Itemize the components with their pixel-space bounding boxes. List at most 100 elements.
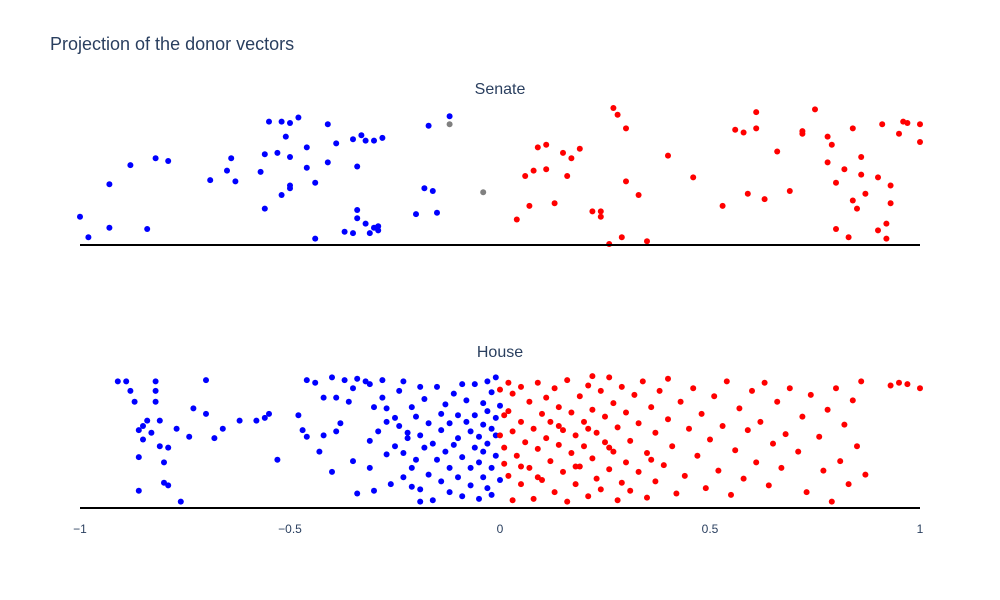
house-democrat-point bbox=[186, 433, 193, 440]
senate-republican-point bbox=[522, 173, 529, 179]
house-republican-point bbox=[597, 486, 604, 493]
house-republican-point bbox=[858, 378, 865, 385]
house-democrat-point bbox=[438, 478, 445, 485]
house-democrat-point bbox=[350, 458, 356, 465]
house-republican-point bbox=[572, 481, 579, 488]
house-republican-point bbox=[660, 462, 667, 469]
house-democrat-point bbox=[261, 414, 268, 421]
senate-republican-point bbox=[858, 171, 865, 178]
senate-democrat-point bbox=[434, 209, 440, 216]
senate-republican-point bbox=[618, 234, 625, 241]
senate-republican-point bbox=[690, 174, 697, 181]
house-democrat-point bbox=[383, 451, 390, 458]
house-democrat-point bbox=[417, 383, 424, 390]
house-republican-point bbox=[648, 404, 655, 411]
house-republican-point bbox=[576, 463, 583, 470]
house-republican-point bbox=[618, 383, 625, 390]
house-republican-point bbox=[589, 406, 596, 413]
x-axis-ticks: −1 −0.5 0 0.5 1 bbox=[73, 522, 924, 536]
house-democrat-point bbox=[152, 387, 159, 394]
house-democrat-point bbox=[455, 474, 461, 481]
x-tick-label: 0.5 bbox=[702, 522, 719, 536]
house-democrat-point bbox=[488, 491, 495, 498]
senate-other-point bbox=[480, 189, 487, 196]
senate-republican-point bbox=[753, 125, 760, 132]
senate-democrat-point bbox=[266, 118, 272, 125]
senate-republican-point bbox=[543, 141, 550, 148]
senate-republican-point bbox=[564, 173, 571, 179]
house-democrat-point bbox=[463, 397, 470, 404]
house-democrat-point bbox=[446, 464, 453, 471]
house-republican-point bbox=[543, 435, 550, 442]
house-democrat-point bbox=[442, 448, 449, 455]
house-democrat-point bbox=[421, 396, 428, 402]
house-republican-point bbox=[665, 375, 671, 382]
house-democrat-point bbox=[476, 433, 482, 440]
senate-republican-point bbox=[543, 166, 550, 173]
house-democrat-point bbox=[476, 495, 482, 502]
senate-democrat-point bbox=[312, 235, 319, 242]
senate-republican-point bbox=[635, 192, 642, 198]
house-democrat-point bbox=[446, 420, 453, 427]
house-democrat-point bbox=[392, 443, 398, 450]
senate-republican-point bbox=[862, 190, 869, 197]
house-democrat-point bbox=[329, 374, 335, 381]
house-democrat-point bbox=[438, 427, 445, 434]
house-democrat-point bbox=[408, 464, 415, 471]
senate-democrat-point bbox=[278, 192, 285, 198]
house-democrat-point bbox=[467, 464, 474, 471]
senate-republican-point bbox=[849, 197, 856, 204]
senate-democrat-point bbox=[362, 137, 369, 144]
house-democrat-point bbox=[135, 427, 142, 434]
senate-republican-point bbox=[644, 238, 650, 245]
house-democrat-point bbox=[396, 423, 403, 429]
house-republican-point bbox=[623, 459, 629, 466]
house-democrat-point bbox=[471, 381, 478, 388]
house-democrat-point bbox=[492, 432, 499, 439]
senate-republican-point bbox=[833, 179, 839, 186]
house-republican-point bbox=[744, 427, 751, 434]
senate-democrat-point bbox=[371, 137, 377, 144]
house-republican-point bbox=[807, 391, 814, 398]
house-democrat-point bbox=[417, 486, 424, 493]
senate-republican-point bbox=[841, 166, 848, 173]
house-democrat-point bbox=[140, 423, 146, 429]
house-democrat-point bbox=[400, 450, 407, 456]
house-democrat-point bbox=[333, 394, 340, 401]
house-democrat-point bbox=[127, 387, 134, 394]
house-democrat-point bbox=[303, 377, 310, 384]
house-democrat-point bbox=[476, 459, 482, 466]
house-democrat-point bbox=[131, 398, 138, 405]
house-democrat-point bbox=[354, 490, 361, 497]
house-republican-point bbox=[828, 498, 835, 505]
house-republican-point bbox=[518, 418, 524, 425]
senate-democrat-point bbox=[350, 136, 356, 143]
senate-republican-point bbox=[732, 126, 739, 133]
senate-republican-point bbox=[568, 155, 575, 162]
house-republican-point bbox=[606, 466, 613, 473]
house-republican-point bbox=[917, 385, 923, 392]
senate-republican-point bbox=[904, 120, 911, 126]
house-democrat-point bbox=[320, 394, 327, 401]
house-democrat-point bbox=[455, 412, 461, 419]
house-republican-point bbox=[854, 443, 860, 450]
house-republican-point bbox=[623, 409, 629, 416]
senate-democrat-point bbox=[354, 207, 361, 213]
senate-democrat-point bbox=[287, 185, 293, 192]
house-republican-point bbox=[551, 385, 558, 392]
house-democrat-point bbox=[135, 454, 142, 461]
house-republican-point bbox=[589, 373, 596, 380]
house-republican-point bbox=[673, 490, 680, 497]
house-democrat-point bbox=[329, 468, 335, 475]
senate-democrat-point bbox=[261, 151, 268, 158]
house-republican-point bbox=[518, 463, 524, 470]
house-democrat-point bbox=[484, 378, 491, 385]
house-democrat-point bbox=[408, 404, 415, 411]
senate-republican-point bbox=[513, 216, 520, 223]
house-republican-point bbox=[698, 410, 705, 417]
house-republican-point bbox=[757, 418, 764, 425]
house-democrat-point bbox=[316, 448, 323, 455]
house-republican-point bbox=[610, 400, 617, 407]
senate-republican-point bbox=[917, 121, 923, 128]
house-republican-point bbox=[614, 497, 621, 504]
